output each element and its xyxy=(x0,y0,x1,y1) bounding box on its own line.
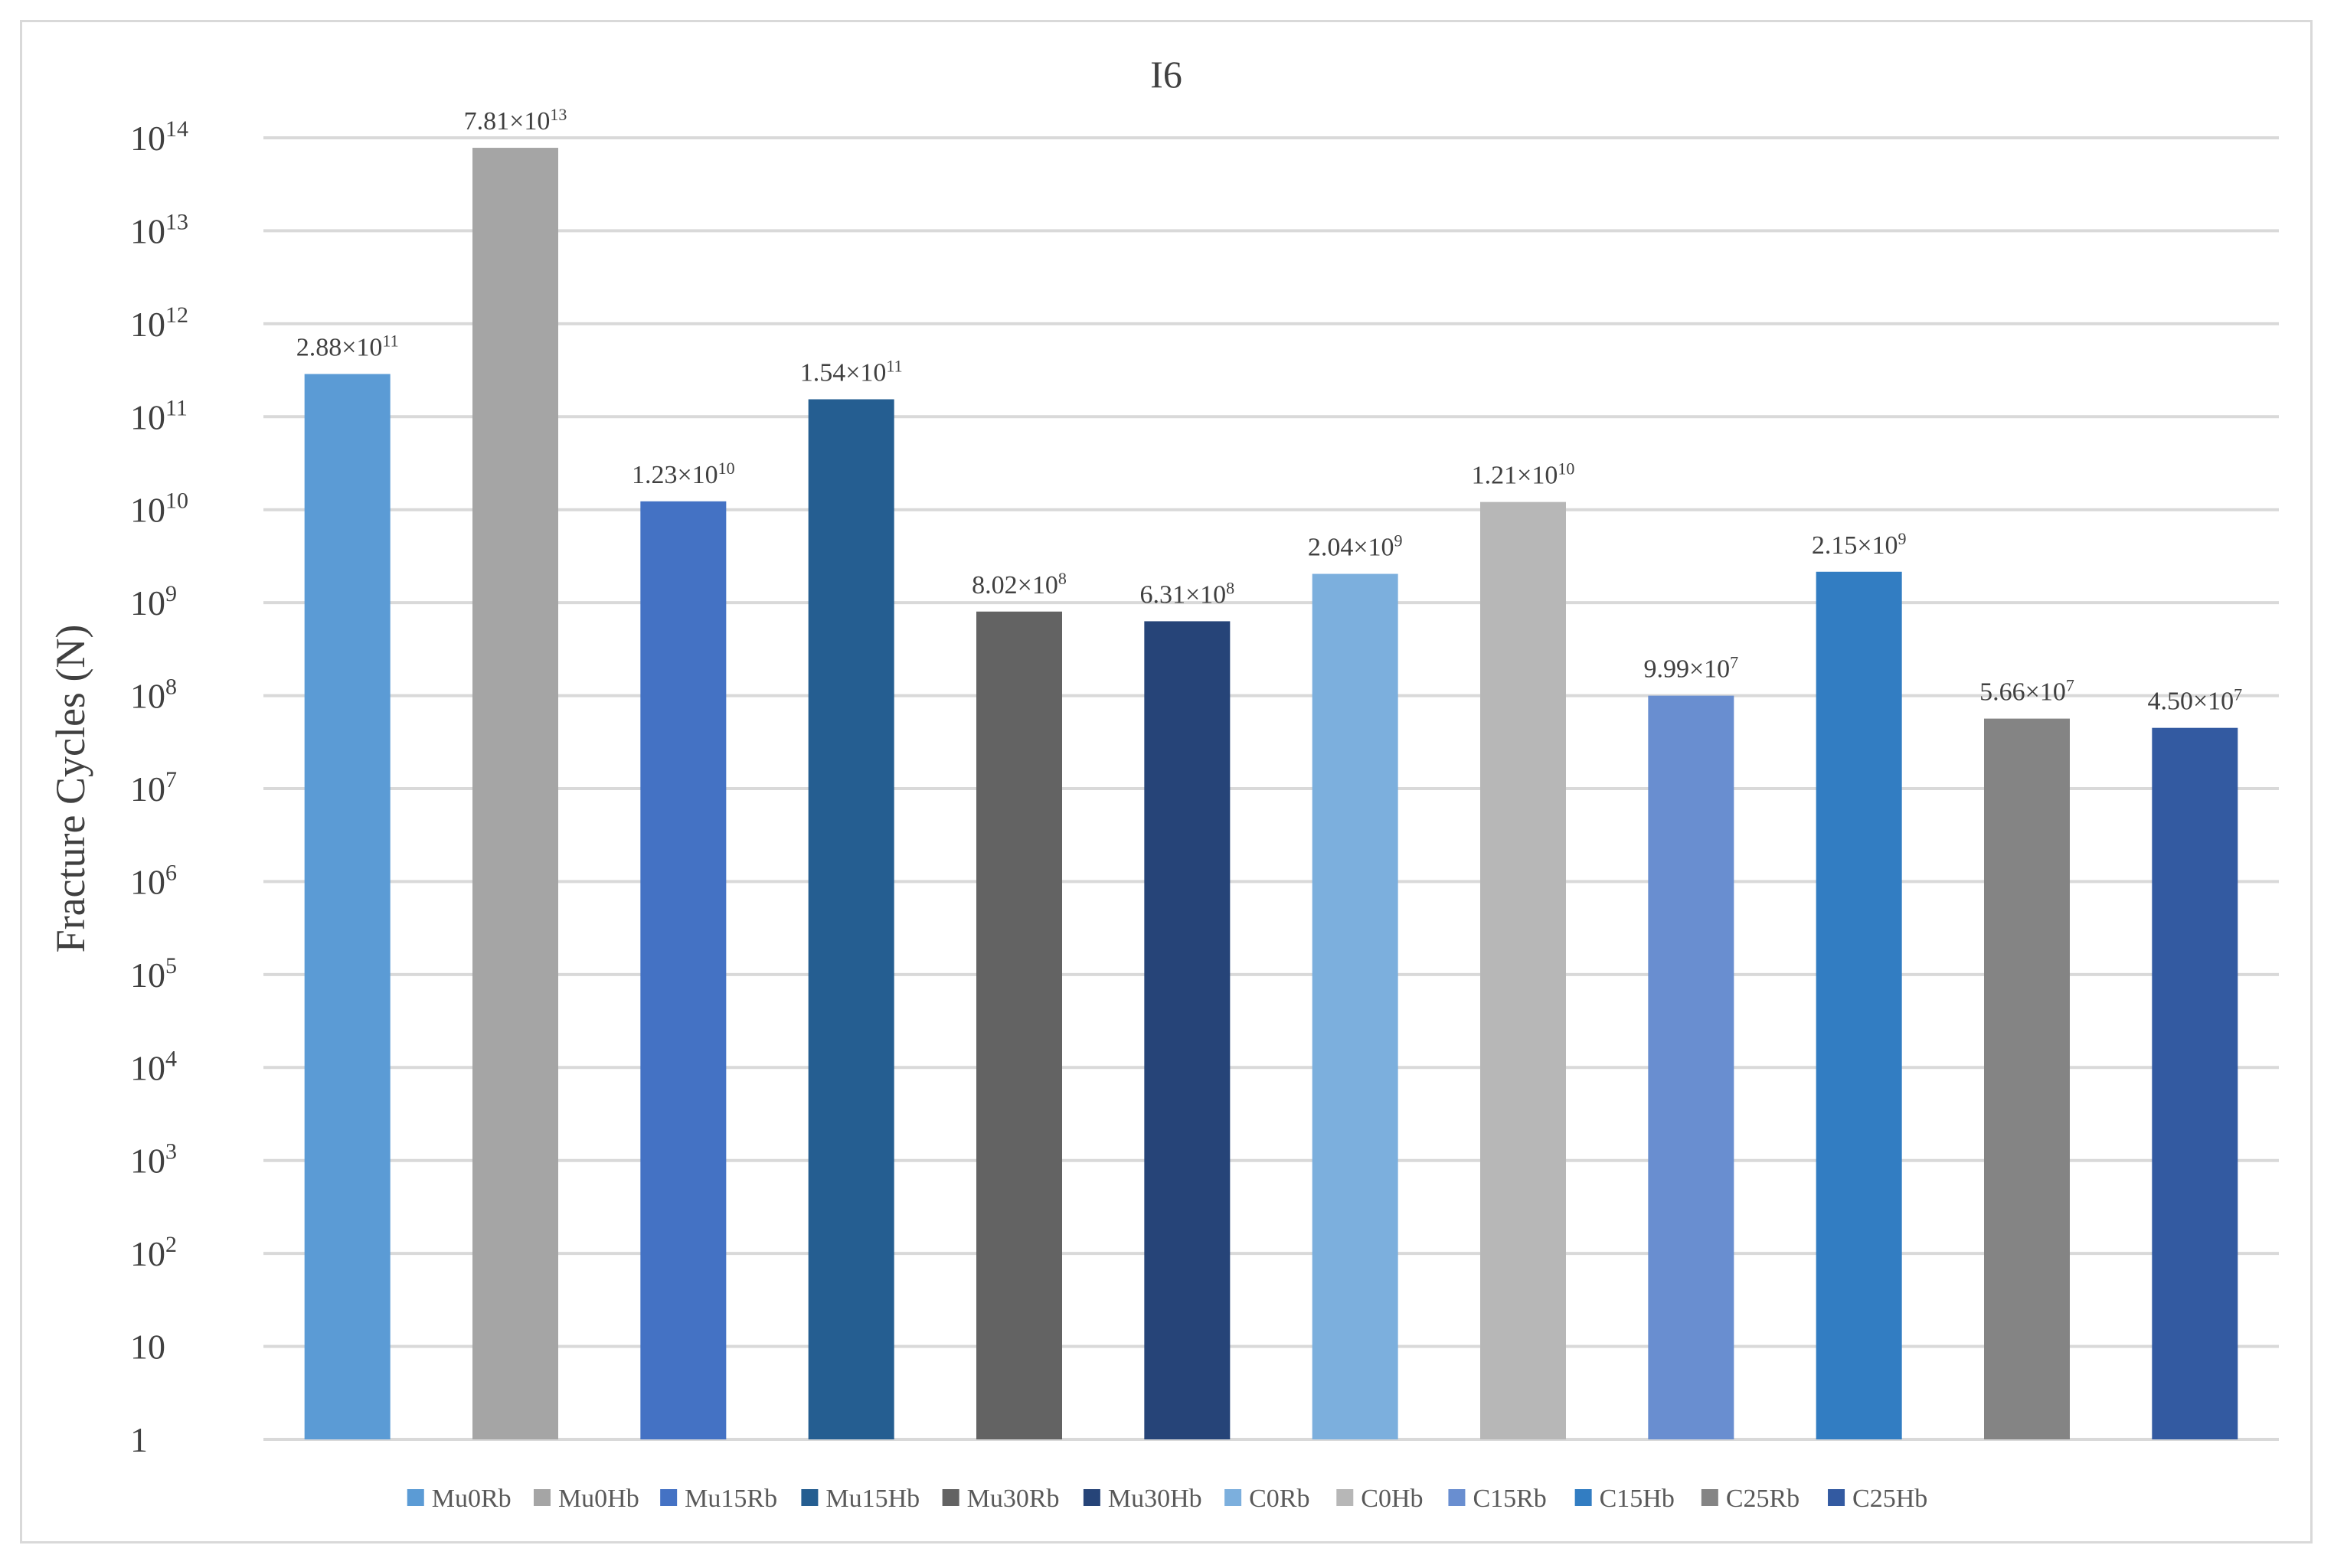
legend-swatch-c0rb xyxy=(1224,1489,1242,1506)
y-tick-label: 105 xyxy=(130,953,177,995)
legend-label-mu30hb: Mu30Hb xyxy=(1108,1485,1202,1513)
y-axis-ticks: 1 10 102 103 104 105 106 107 108 109 1010 1011 1012 1… xyxy=(130,116,188,1459)
legend: Mu0Rb Mu0Hb Mu15Rb Mu15Hb Mu30Rb Mu30Hb C0Rb C0… xyxy=(407,1485,1927,1513)
y-tick-label: 104 xyxy=(130,1046,177,1087)
y-tick-label: 107 xyxy=(130,767,177,808)
data-label-mu30hb: 6.31×108 xyxy=(1139,578,1234,609)
y-axis-label: Fracture Cycles (N) xyxy=(47,625,93,953)
legend-label-mu30rb: Mu30Rb xyxy=(967,1485,1060,1513)
legend-swatch-mu30rb xyxy=(942,1489,959,1506)
legend-label-mu15hb: Mu15Hb xyxy=(825,1485,920,1513)
bar-mu0hb xyxy=(472,148,558,1439)
legend-swatch-c15hb xyxy=(1574,1489,1592,1506)
bar-c15rb xyxy=(1648,695,1734,1439)
legend-swatch-mu30hb xyxy=(1083,1489,1100,1506)
data-label-c25rb: 5.66×107 xyxy=(1979,676,2074,707)
y-tick-label: 1011 xyxy=(130,395,188,436)
data-label-mu15hb: 1.54×1011 xyxy=(800,357,903,387)
legend-label-c15hb: C15Hb xyxy=(1600,1485,1675,1513)
legend-label-c15rb: C15Rb xyxy=(1473,1485,1546,1513)
bar-mu30hb xyxy=(1144,621,1231,1439)
bar-c0rb xyxy=(1312,573,1398,1439)
legend-label-mu15rb: Mu15Rb xyxy=(685,1485,777,1513)
legend-swatch-mu0hb xyxy=(533,1489,551,1506)
data-label-mu30rb: 8.02×108 xyxy=(972,569,1067,599)
legend-swatch-c15rb xyxy=(1448,1489,1466,1506)
y-tick-label: 1010 xyxy=(130,488,188,530)
y-tick-label: 1014 xyxy=(130,116,188,158)
data-label-mu0hb: 7.81×1013 xyxy=(464,105,567,136)
bar-c25hb xyxy=(2152,727,2238,1439)
y-tick-label: 109 xyxy=(130,581,177,622)
bars xyxy=(304,148,2238,1440)
legend-label-mu0rb: Mu0Rb xyxy=(432,1485,512,1513)
bar-mu15rb xyxy=(640,501,727,1439)
data-label-c0hb: 1.21×1010 xyxy=(1472,459,1575,490)
bar-c15hb xyxy=(1816,571,1902,1439)
data-label-mu15rb: 1.23×1010 xyxy=(632,459,735,489)
legend-label-c25hb: C25Hb xyxy=(1852,1485,1927,1513)
data-labels: 2.88×1011 7.81×1013 1.23×1010 1.54×1011 8.02… xyxy=(296,105,2242,716)
legend-swatch-c25rb xyxy=(1701,1489,1718,1506)
data-label-c25hb: 4.50×107 xyxy=(2147,685,2242,716)
legend-swatch-mu15hb xyxy=(801,1489,819,1506)
legend-label-c25rb: C25Rb xyxy=(1726,1485,1800,1513)
y-tick-label: 1012 xyxy=(130,302,188,344)
legend-swatch-c0hb xyxy=(1336,1489,1354,1506)
bar-mu0rb xyxy=(304,374,391,1440)
y-tick-label: 106 xyxy=(130,860,177,901)
data-label-mu0rb: 2.88×1011 xyxy=(296,332,399,362)
y-tick-label: 108 xyxy=(130,675,177,716)
y-tick-label: 10 xyxy=(130,1328,165,1367)
bar-c25rb xyxy=(1984,718,2070,1439)
data-label-c0rb: 2.04×109 xyxy=(1308,531,1403,562)
y-tick-label: 102 xyxy=(130,1232,177,1273)
legend-swatch-mu0rb xyxy=(407,1489,424,1506)
bar-mu30rb xyxy=(976,611,1062,1439)
y-tick-label: 1 xyxy=(130,1420,148,1459)
y-tick-label: 103 xyxy=(130,1139,177,1181)
legend-swatch-c25hb xyxy=(1828,1489,1845,1506)
legend-label-c0rb: C0Rb xyxy=(1249,1485,1309,1513)
gridlines xyxy=(263,136,2279,1441)
bar-c0hb xyxy=(1480,501,1566,1439)
data-label-c15hb: 2.15×109 xyxy=(1812,529,1907,560)
legend-swatch-mu15rb xyxy=(660,1489,678,1506)
legend-label-mu0hb: Mu0Hb xyxy=(558,1485,639,1513)
y-tick-label: 1013 xyxy=(130,209,188,250)
data-label-c15rb: 9.99×107 xyxy=(1643,653,1738,684)
bar-mu15hb xyxy=(808,399,894,1439)
chart-title: I6 xyxy=(1150,53,1182,96)
legend-label-c0hb: C0Hb xyxy=(1361,1485,1423,1513)
